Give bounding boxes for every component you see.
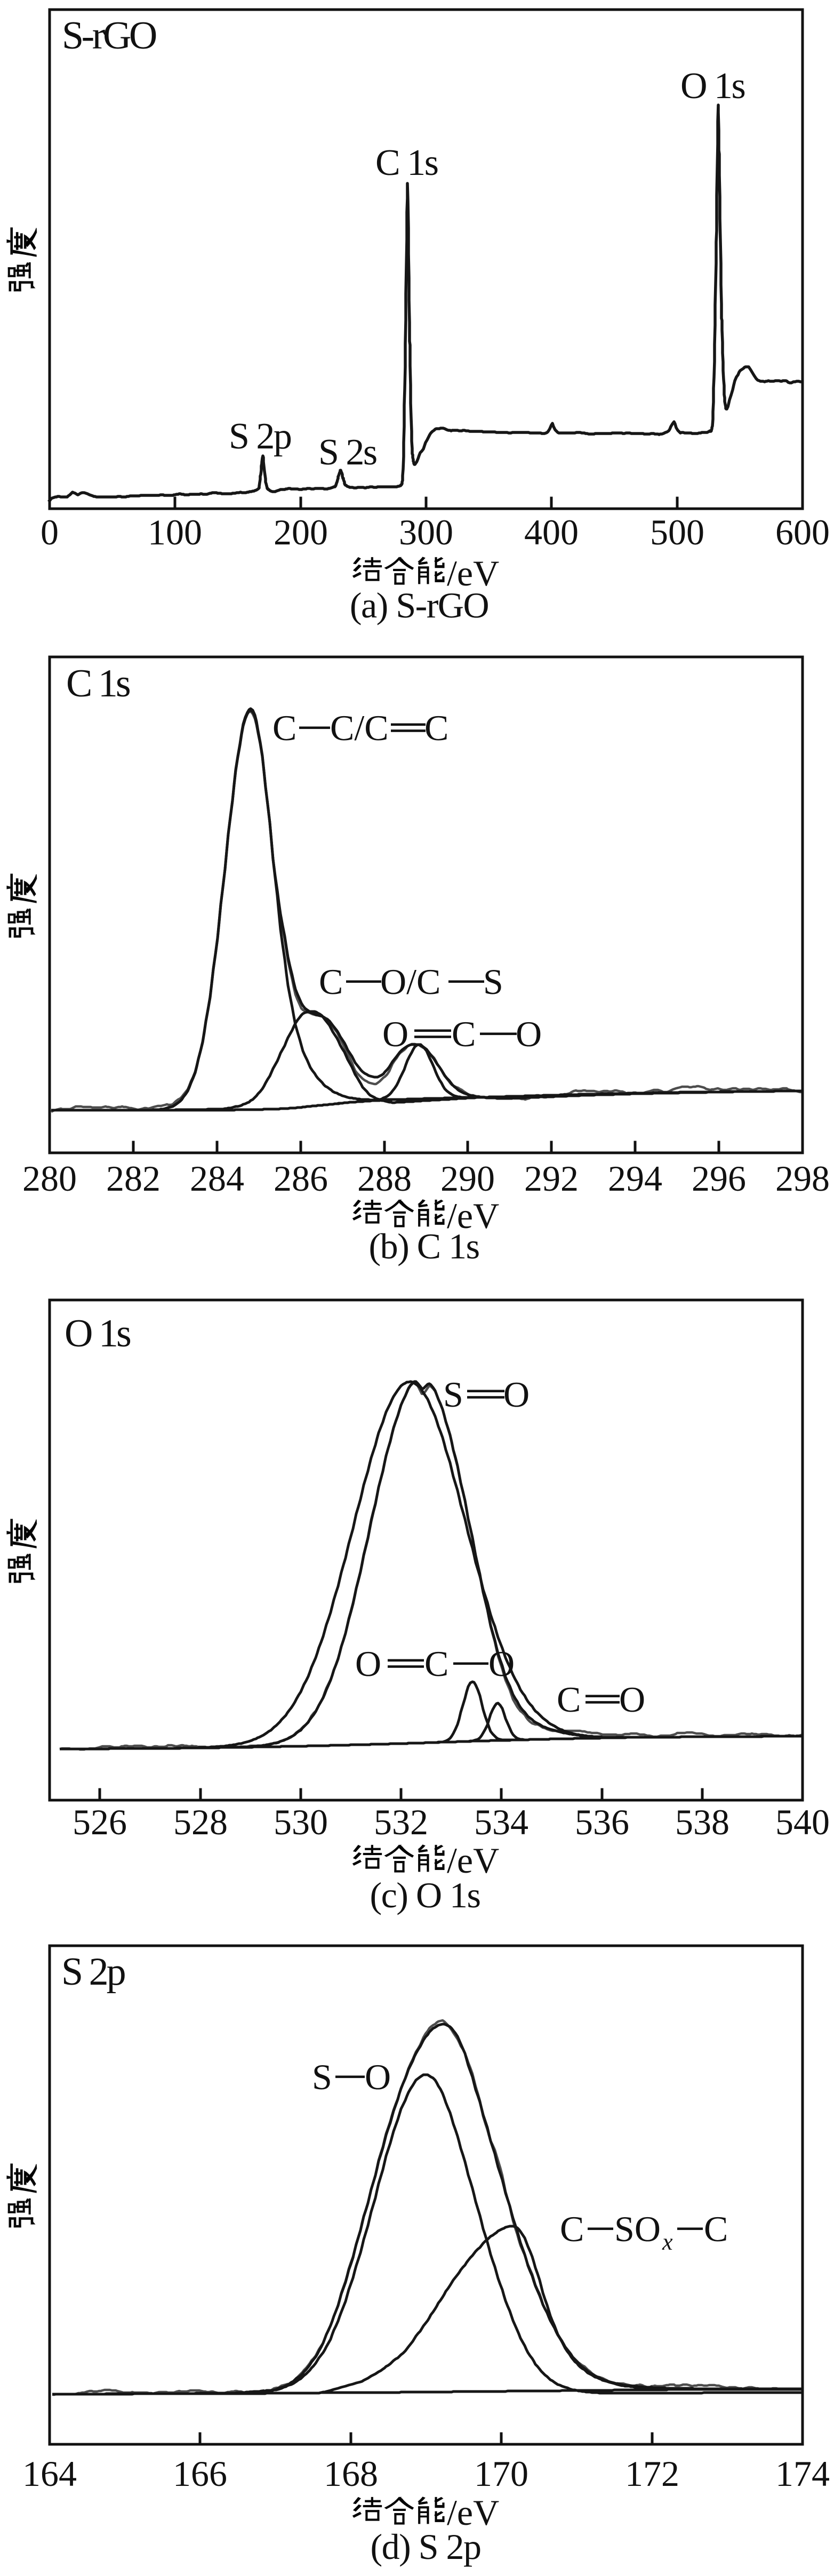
svg-text:288: 288 (357, 1158, 412, 1199)
svg-text:(d) S 2p: (d) S 2p (370, 2526, 480, 2567)
svg-text:C: C (704, 2209, 728, 2249)
svg-text:O: O (355, 1643, 381, 1684)
svg-text:294: 294 (608, 1158, 662, 1199)
svg-text:300: 300 (399, 512, 453, 552)
svg-text:S: S (483, 961, 503, 1002)
svg-text:/eV: /eV (447, 2492, 499, 2533)
svg-text:O 1s: O 1s (65, 1312, 131, 1355)
svg-text:170: 170 (474, 2453, 528, 2494)
svg-text:526: 526 (73, 1802, 127, 1842)
svg-text:(c) O 1s: (c) O 1s (370, 1875, 480, 1915)
svg-text:100: 100 (148, 512, 202, 552)
svg-text:/eV: /eV (447, 1195, 499, 1236)
svg-text:C: C (319, 961, 343, 1002)
svg-text:C: C (424, 1643, 448, 1684)
svg-text:540: 540 (775, 1802, 830, 1842)
svg-text:290: 290 (440, 1158, 495, 1199)
svg-text:S: S (312, 2057, 332, 2097)
svg-text:168: 168 (324, 2453, 378, 2494)
svg-text:SO: SO (614, 2209, 661, 2249)
svg-text:200: 200 (274, 512, 328, 552)
svg-text:530: 530 (274, 1802, 328, 1842)
svg-text:S: S (443, 1374, 463, 1415)
svg-text:282: 282 (106, 1158, 161, 1199)
svg-text:166: 166 (173, 2453, 227, 2494)
svg-text:O: O (382, 1014, 408, 1054)
svg-text:O 1s: O 1s (680, 66, 745, 107)
svg-text:536: 536 (575, 1802, 629, 1842)
svg-text:O: O (365, 2057, 391, 2097)
svg-text:O: O (503, 1374, 530, 1415)
svg-text:O/C: O/C (380, 961, 440, 1002)
svg-text:C 1s: C 1s (375, 142, 438, 183)
svg-text:O: O (488, 1643, 515, 1684)
svg-text:(b) C 1s: (b) C 1s (368, 1226, 479, 1266)
svg-text:500: 500 (650, 512, 704, 552)
svg-text:286: 286 (274, 1158, 328, 1199)
svg-text:C: C (560, 2209, 584, 2249)
svg-text:296: 296 (692, 1158, 746, 1199)
svg-text:C/C: C/C (330, 708, 389, 748)
svg-text:C: C (424, 708, 448, 748)
svg-text:172: 172 (625, 2453, 679, 2494)
svg-text:528: 528 (173, 1802, 228, 1842)
svg-text:538: 538 (675, 1802, 729, 1842)
svg-text:/eV: /eV (447, 553, 499, 593)
svg-text:(a) S-rGO: (a) S-rGO (350, 585, 488, 625)
svg-text:O: O (619, 1679, 645, 1720)
svg-text:532: 532 (374, 1802, 428, 1842)
svg-text:400: 400 (524, 512, 579, 552)
svg-text:C 1s: C 1s (66, 662, 130, 705)
svg-text:O: O (516, 1014, 542, 1054)
svg-text:164: 164 (22, 2453, 77, 2494)
svg-text:292: 292 (524, 1158, 579, 1199)
svg-text:600: 600 (775, 512, 830, 552)
svg-text:S 2p: S 2p (61, 1950, 125, 1994)
svg-text:S-rGO: S-rGO (62, 14, 156, 58)
svg-text:C: C (452, 1014, 476, 1054)
svg-text:280: 280 (22, 1158, 77, 1199)
svg-text:174: 174 (775, 2453, 830, 2494)
svg-text:S 2s: S 2s (318, 432, 376, 473)
svg-text:C: C (557, 1679, 581, 1720)
svg-text:298: 298 (775, 1158, 830, 1199)
svg-text:x: x (662, 2229, 673, 2255)
svg-text:C: C (272, 708, 296, 748)
svg-text:284: 284 (190, 1158, 244, 1199)
svg-text:/eV: /eV (447, 1840, 499, 1881)
svg-text:0: 0 (41, 512, 59, 552)
svg-text:S 2p: S 2p (229, 416, 291, 457)
svg-text:534: 534 (474, 1802, 528, 1842)
